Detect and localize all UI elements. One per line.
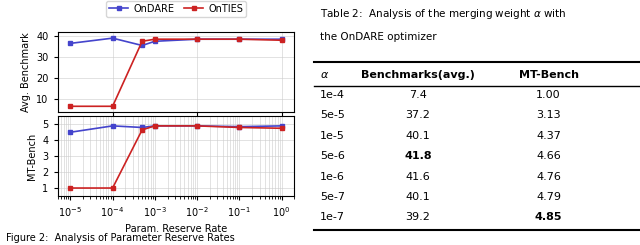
Text: 4.76: 4.76 [536,172,561,182]
X-axis label: Param. Reserve Rate: Param. Reserve Rate [125,224,227,234]
Text: 40.1: 40.1 [406,131,431,141]
Text: 7.4: 7.4 [409,90,427,100]
Text: Table 2:  Analysis of the merging weight $\alpha$ with: Table 2: Analysis of the merging weight … [320,7,566,21]
Text: 41.8: 41.8 [404,151,432,161]
Text: MT-Bench: MT-Bench [518,70,579,80]
Text: 40.1: 40.1 [406,192,431,202]
Text: 4.85: 4.85 [535,212,563,222]
Text: 1.00: 1.00 [536,90,561,100]
Text: 1e-6: 1e-6 [320,172,345,182]
Text: Benchmarks(avg.): Benchmarks(avg.) [361,70,475,80]
Text: 4.79: 4.79 [536,192,561,202]
Text: 39.2: 39.2 [406,212,431,222]
Text: Figure 2:  Analysis of Parameter Reserve Rates: Figure 2: Analysis of Parameter Reserve … [6,233,235,243]
Text: 1e-5: 1e-5 [320,131,345,141]
Y-axis label: MT-Bench: MT-Bench [27,133,36,180]
Y-axis label: Avg. Benchmark: Avg. Benchmark [20,32,31,111]
Legend: OnDARE, OnTIES: OnDARE, OnTIES [106,1,246,17]
Text: 5e-5: 5e-5 [320,110,345,121]
Text: 4.37: 4.37 [536,131,561,141]
Text: 3.13: 3.13 [536,110,561,121]
Text: 1e-7: 1e-7 [320,212,345,222]
Text: $\alpha$: $\alpha$ [320,70,330,80]
Text: 37.2: 37.2 [406,110,431,121]
Text: 5e-6: 5e-6 [320,151,345,161]
Text: 4.66: 4.66 [536,151,561,161]
Text: the OnDARE optimizer: the OnDARE optimizer [320,32,436,42]
Text: 41.6: 41.6 [406,172,431,182]
Text: 5e-7: 5e-7 [320,192,345,202]
Text: 1e-4: 1e-4 [320,90,345,100]
